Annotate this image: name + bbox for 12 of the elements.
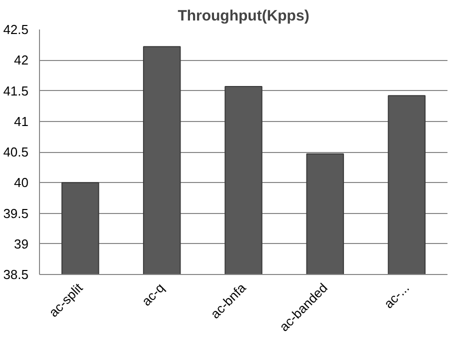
y-tick-label: 42.5 <box>3 22 29 37</box>
y-tick-label: 41.5 <box>3 83 29 98</box>
x-tick-label: ac-... <box>380 280 412 312</box>
x-tick-label: ac-q <box>138 280 168 309</box>
y-tick-label: 40.5 <box>3 144 29 160</box>
y-tick-label: 42 <box>14 52 29 68</box>
y-tick-label: 41 <box>14 114 29 129</box>
y-tick-label: 39 <box>14 236 29 252</box>
y-tick-label: 40 <box>14 175 29 190</box>
chart-title: Throughput(Kpps) <box>178 8 310 24</box>
y-tick-label: 39.5 <box>3 206 29 221</box>
y-tick-label: 38.5 <box>3 267 29 282</box>
